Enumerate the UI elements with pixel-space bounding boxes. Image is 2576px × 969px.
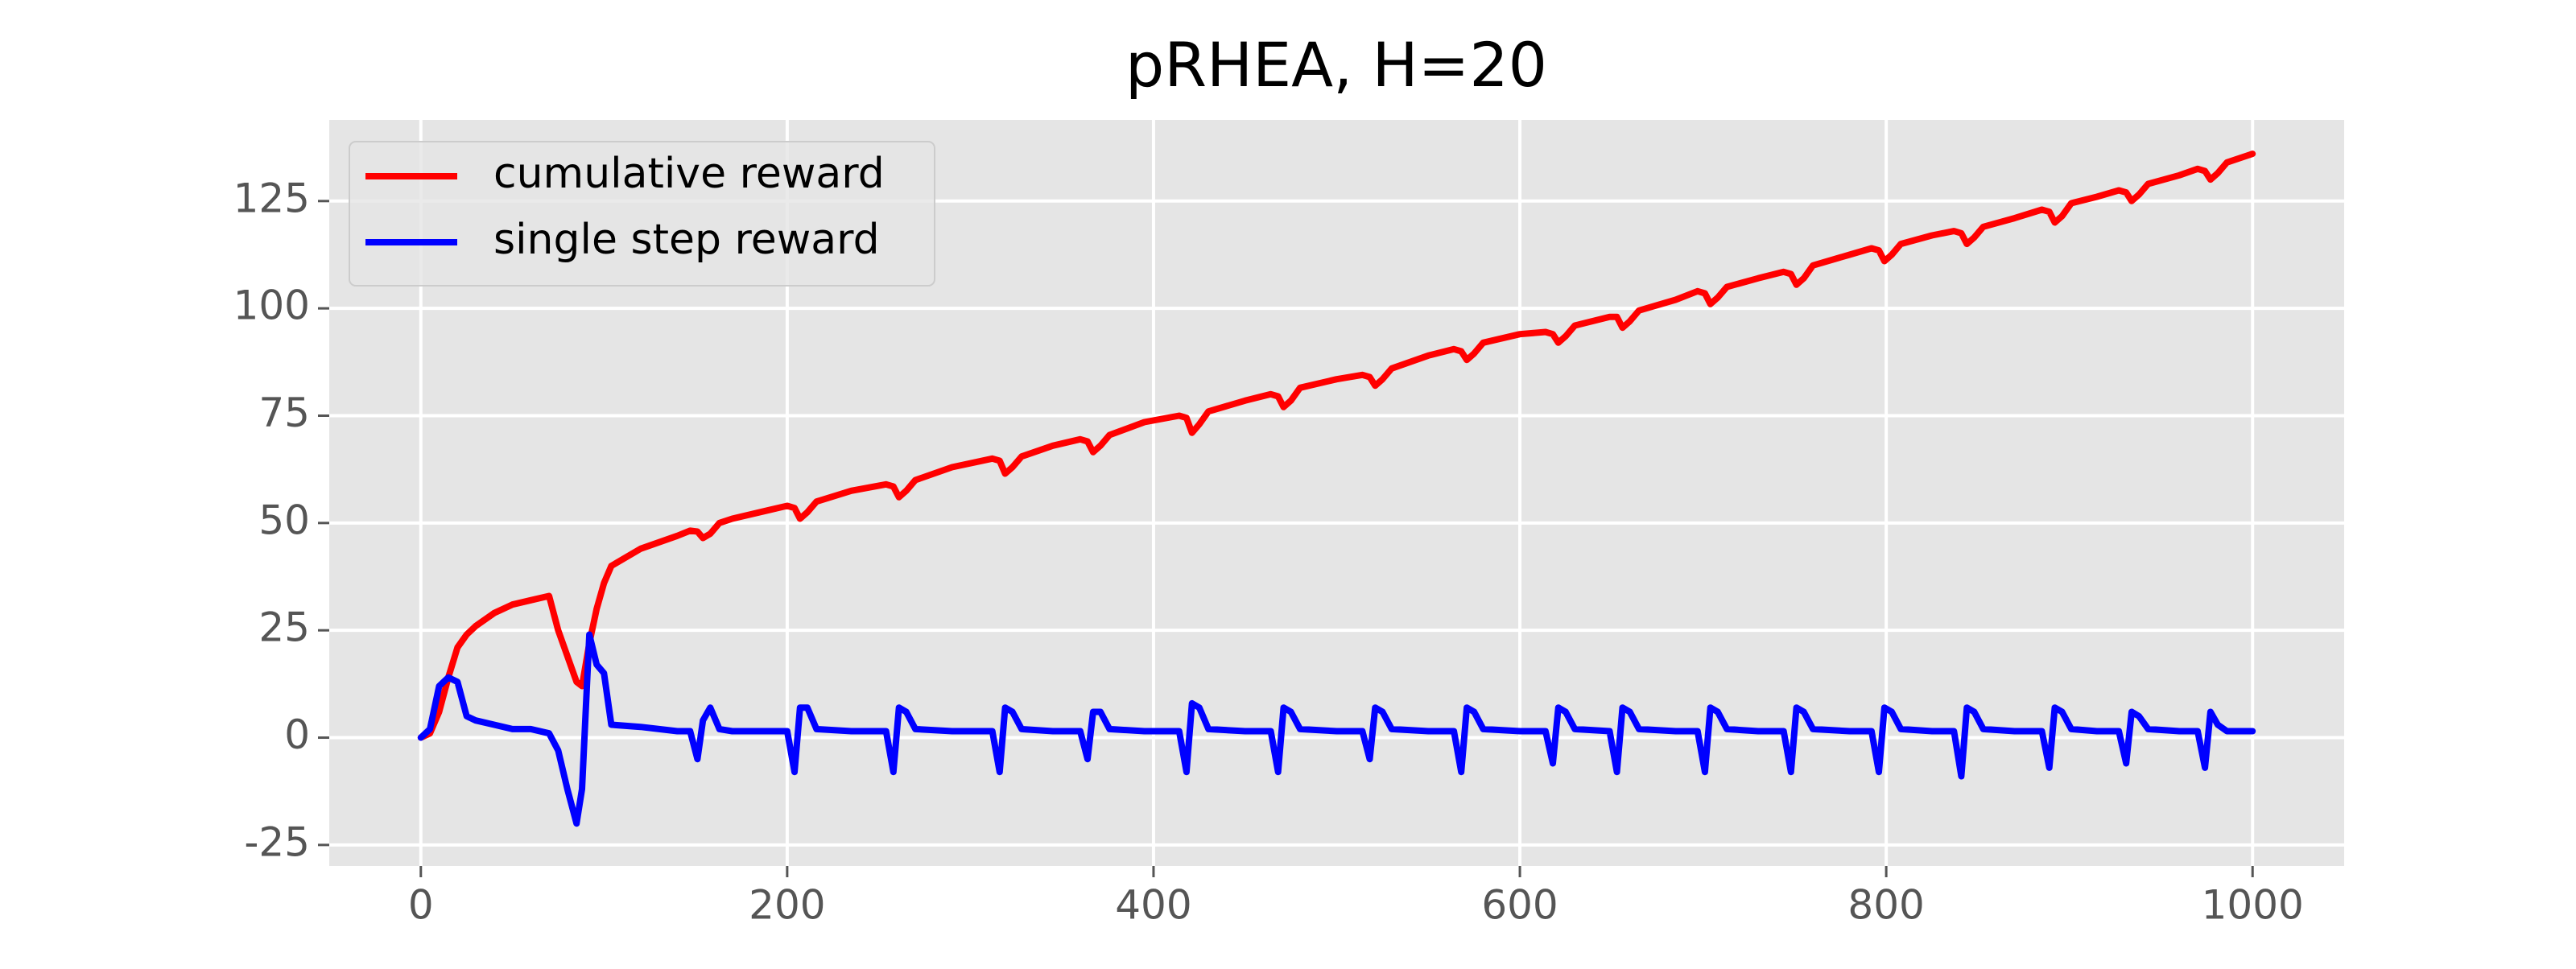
x-tick-label: 1000 [2202, 882, 2304, 929]
x-tick-label: 800 [1847, 882, 1924, 929]
series-line [417, 631, 2256, 827]
y-tick-label: 125 [233, 175, 310, 221]
legend-label: cumulative reward [493, 150, 885, 198]
y-tick-label: 75 [258, 390, 310, 436]
y-tick-label: 100 [233, 282, 310, 329]
x-tick-label: 0 [408, 882, 434, 929]
y-tick-label: -25 [244, 818, 310, 865]
legend: cumulative reward single step reward [349, 141, 935, 287]
lines [417, 151, 2256, 827]
legend-box [349, 141, 935, 287]
ticks: 0 200 400 600 800 1000 -25 0 25 50 75 100 125 [233, 175, 2304, 928]
x-tick-label: 400 [1115, 882, 1191, 929]
y-tick-label: 25 [258, 604, 310, 651]
legend-label: single step reward [493, 216, 880, 264]
y-tick-label: 0 [284, 711, 310, 758]
x-tick-label: 200 [749, 882, 825, 929]
grid [329, 120, 2344, 866]
y-tick-label: 50 [258, 497, 310, 543]
chart-title: pRHEA, H=20 [1125, 29, 1547, 101]
x-tick-label: 600 [1481, 882, 1558, 929]
series-line [417, 151, 2256, 741]
